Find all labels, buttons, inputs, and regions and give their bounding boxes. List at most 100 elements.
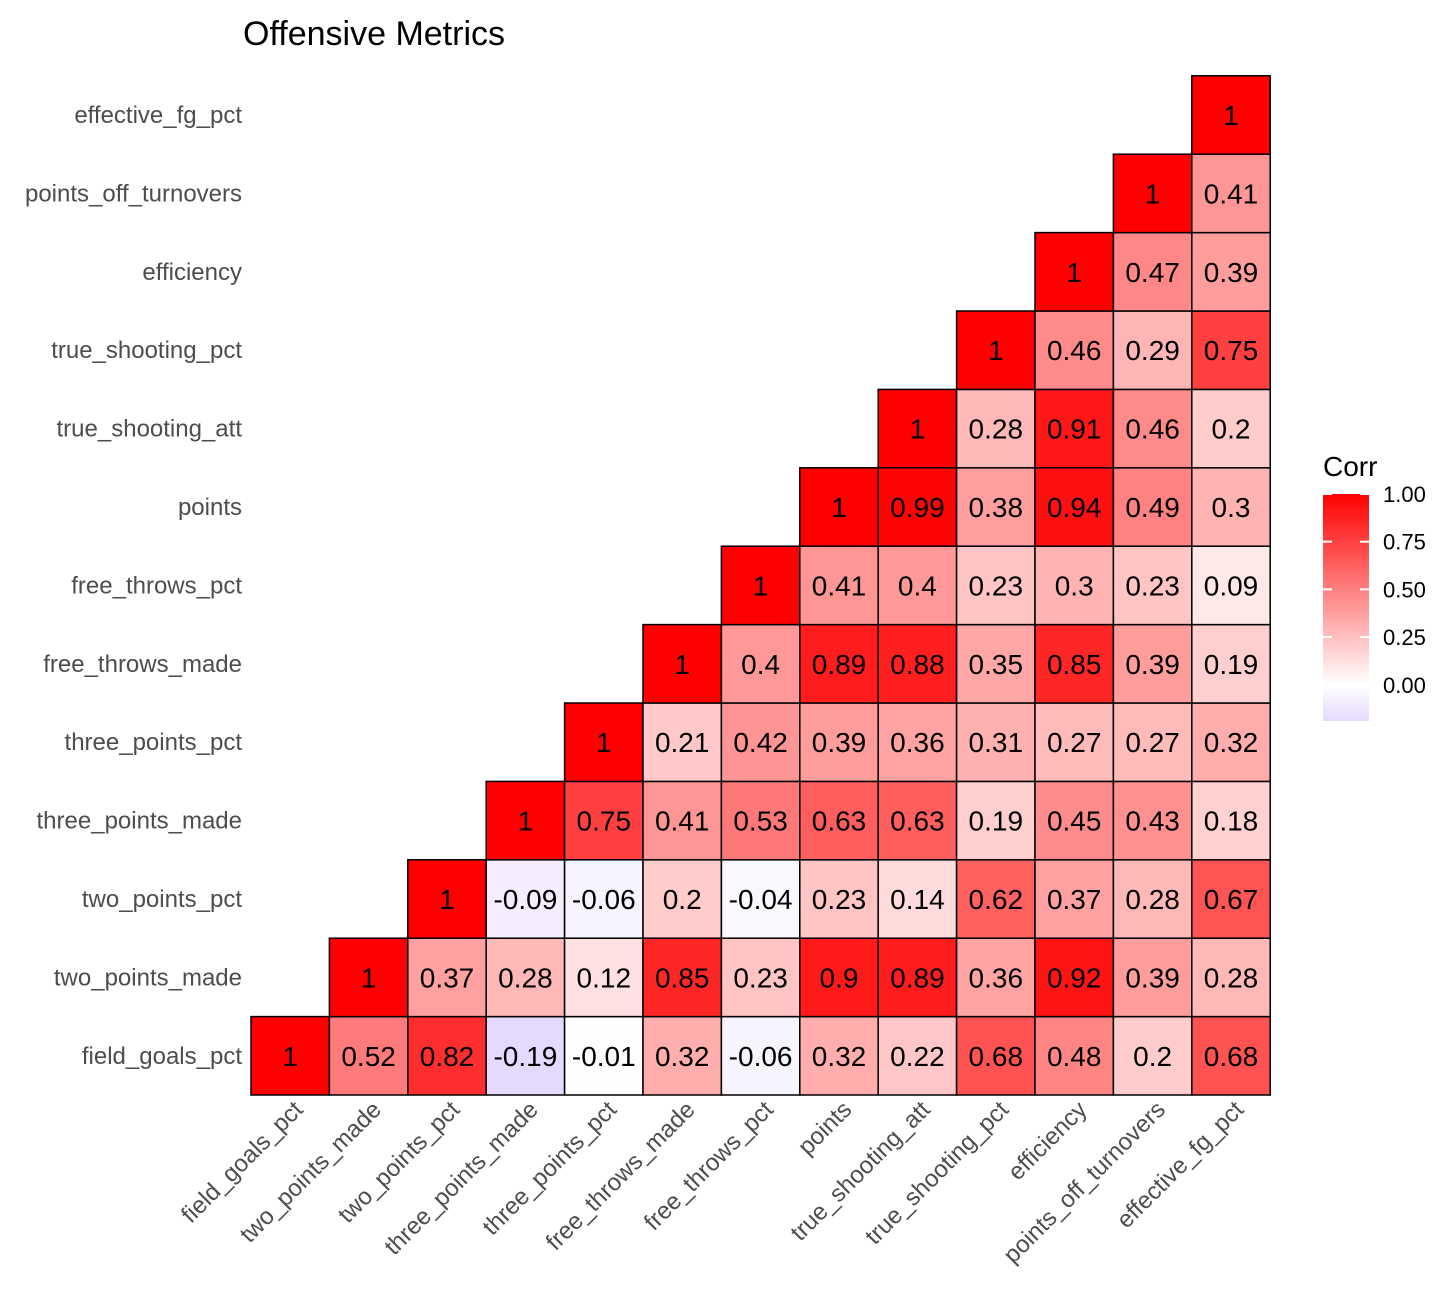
cell-value-label: 0.28 [1204,962,1259,993]
cell-value-label: 0.12 [577,962,632,993]
cell-value-label: 0.2 [1212,414,1251,445]
cell-value-label: 1 [596,727,612,758]
heatmap-cell [1112,231,1193,312]
heatmap-cell [1112,545,1193,626]
heatmap-cell [1034,859,1115,939]
heatmap-cell [328,1015,409,1096]
heatmap-cell [1191,623,1271,704]
cell-value-label: 1 [1066,257,1082,288]
cell-value-label: 0.27 [1047,727,1102,758]
cell-value-label: 0.46 [1125,414,1180,445]
cell-value-label: 0.32 [655,1041,710,1072]
cell-value-label: 0.39 [812,727,867,758]
heatmap-cell [563,859,644,939]
heatmap-cell [1191,1015,1271,1096]
heatmap-cell [1034,702,1115,783]
heatmap-cell [1191,545,1271,626]
cell-value-label: 0.47 [1125,257,1180,288]
cell-value-label: 0.23 [812,884,867,915]
heatmap-cell [642,859,723,939]
cell-value-label: 0.14 [890,884,945,915]
cell-value-label: 1 [674,649,690,680]
cell-value-label: 0.63 [812,806,867,837]
cell-value-label: 0.99 [890,492,945,523]
cell-value-label: 0.31 [969,727,1024,758]
cell-value-label: 0.09 [1204,570,1259,601]
cell-value-label: 0.41 [655,806,710,837]
heatmap-cell [485,859,566,939]
heatmap-cell [485,780,566,861]
y-tick-label: free_throws_made [43,651,242,678]
cell-value-label: 0.37 [420,962,475,993]
cell-value-label: 0.18 [1204,806,1259,837]
heatmap-cell [955,310,1036,391]
cell-value-label: 1 [1145,178,1161,209]
heatmap-cell [720,545,801,626]
cell-value-label: 0.22 [890,1041,945,1072]
cell-value-label: 0.62 [969,884,1024,915]
cell-value-label: 0.92 [1047,962,1102,993]
x-tick-label: points [793,1096,857,1160]
legend-ticks: 1.00 0.75 0.50 0.25 0.00 [1323,482,1426,698]
heatmap-cell [799,1015,879,1096]
cell-value-label: 0.23 [1125,570,1180,601]
y-tick-label: effective_fg_pct [74,102,242,129]
cell-value-label: 0.32 [812,1041,867,1072]
heatmap-cell [720,702,801,783]
cell-value-label: 0.21 [655,727,710,758]
heatmap-cell [1191,231,1271,312]
cell-value-label: 0.75 [1204,335,1259,366]
heatmap-cell [1191,467,1271,547]
cell-value-label: 0.29 [1125,335,1180,366]
heatmap-cell [955,1015,1036,1096]
heatmap-cell [1191,937,1271,1018]
cell-value-label: 0.19 [969,806,1024,837]
heatmap-cell [1112,780,1193,861]
heatmap-cell [1034,467,1115,547]
cell-value-label: 0.36 [969,962,1024,993]
heatmap-cell [250,1015,331,1096]
cell-value-label: 0.2 [1133,1041,1172,1072]
heatmap-cell [1112,702,1193,783]
cell-value-label: 0.19 [1204,649,1259,680]
y-tick-label: two_points_made [54,964,242,991]
cell-value-label: 0.41 [812,570,867,601]
cell-value-label: 0.46 [1047,335,1102,366]
cell-value-label: 0.85 [1047,649,1102,680]
cell-value-label: 0.42 [733,727,788,758]
cell-value-label: 1 [988,335,1004,366]
cell-value-label: 0.2 [663,884,702,915]
cell-value-label: 0.63 [890,806,945,837]
legend-tick-label: 0.50 [1383,577,1426,602]
heatmap-cell [799,702,879,783]
heatmap-cell [642,702,723,783]
heatmap-cell [1191,388,1271,469]
cell-value-label: 0.68 [969,1041,1024,1072]
cell-value-label: -0.06 [572,884,636,915]
y-axis-labels: field_goals_pct two_points_made two_points… [25,102,242,1070]
legend-tick-label: 0.25 [1383,625,1426,650]
cell-value-label: -0.06 [729,1041,793,1072]
heatmap-cell [877,937,958,1018]
cell-value-label: 0.89 [890,962,945,993]
heatmap-cell [642,1015,723,1096]
heatmap-cell [485,937,566,1018]
y-tick-label: points_off_turnovers [25,180,242,207]
y-tick-label: true_shooting_pct [51,337,242,364]
legend-title: Corr [1323,451,1377,482]
heatmap-cell [642,623,723,704]
heatmap-cell [1112,623,1193,704]
heatmap-cell [955,623,1036,704]
legend-tick-label: 0.00 [1383,673,1426,698]
cell-value-label: 0.41 [1204,178,1259,209]
y-tick-label: true_shooting_att [57,416,243,443]
cell-value-label: 0.32 [1204,727,1259,758]
cell-value-label: 1 [753,570,769,601]
heatmap-cell [877,388,958,469]
cell-value-label: 0.94 [1047,492,1102,523]
cell-value-label: 0.37 [1047,884,1102,915]
heatmap-cell [1191,310,1271,391]
heatmap-cell [1191,702,1271,783]
y-tick-label: free_throws_pct [71,572,242,599]
heatmap-cell [799,937,879,1018]
